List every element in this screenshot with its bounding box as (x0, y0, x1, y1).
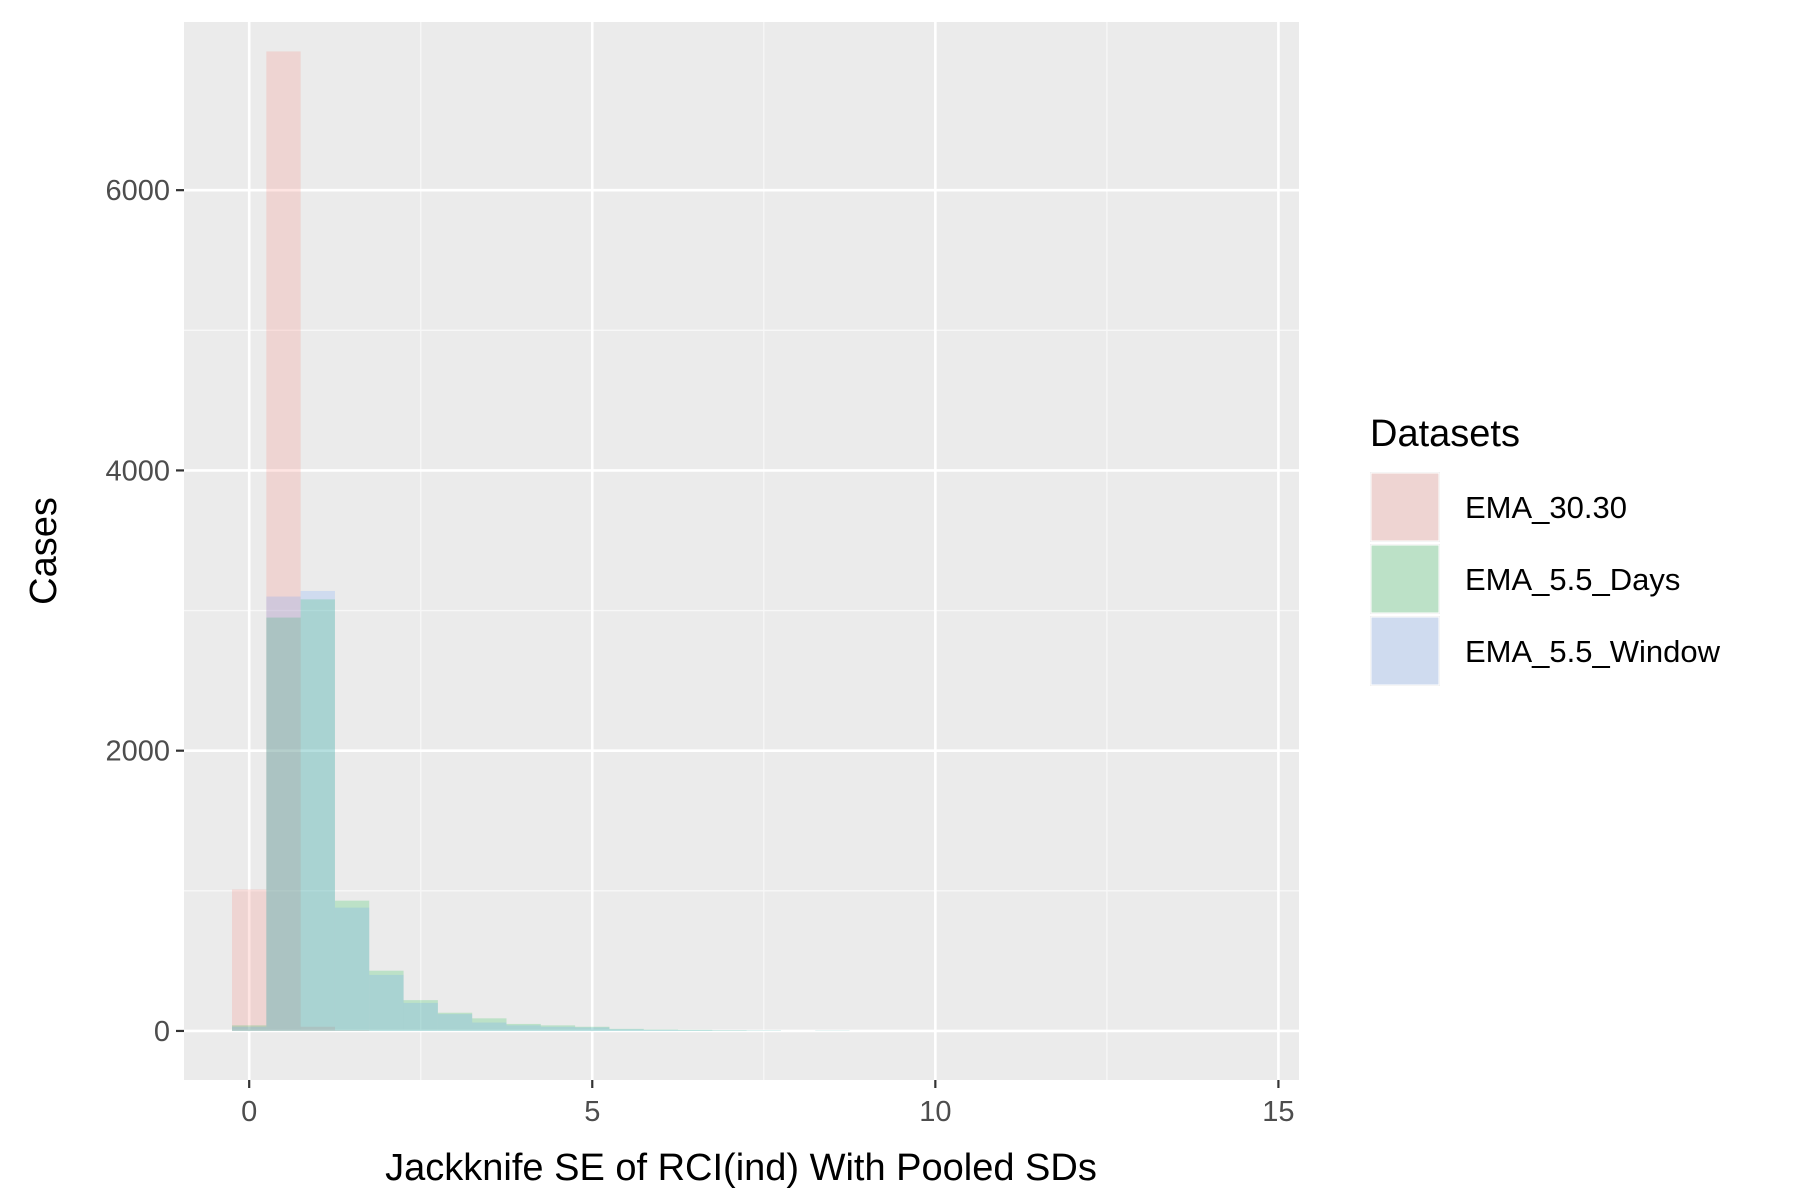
histogram-bar (403, 1000, 438, 1031)
histogram-bar (575, 1027, 610, 1031)
histogram-bar (369, 970, 404, 1031)
x-axis-title: Jackknife SE of RCI(ind) With Pooled SDs (385, 1147, 1097, 1189)
histogram-bar (266, 596, 301, 1031)
major-gridlines (184, 22, 1299, 1080)
histogram-bar (232, 889, 267, 1031)
histogram-bar (540, 1025, 576, 1031)
legend-key-background (1370, 616, 1440, 686)
histogram-bar (575, 1026, 610, 1031)
y-tick-label: 0 (154, 1016, 170, 1048)
histogram-bar (334, 907, 370, 1031)
histogram-bar (300, 599, 335, 1031)
histogram-bar (678, 1029, 713, 1031)
histogram-bar (609, 1029, 644, 1031)
histogram-bar (472, 1018, 507, 1031)
histogram-bar (300, 1026, 335, 1031)
minor-gridlines (184, 22, 1299, 1080)
x-tick-label: 10 (919, 1096, 951, 1128)
histogram-bars (232, 51, 850, 1031)
legend-key-background (1370, 544, 1440, 614)
histogram-bar (266, 617, 301, 1031)
histogram-bar (712, 1030, 747, 1031)
legend-key-swatch (1370, 472, 1440, 542)
x-tick-label: 5 (584, 1096, 600, 1128)
x-tick-label: 15 (1262, 1096, 1294, 1128)
legend-title: Datasets (1370, 413, 1520, 455)
y-tick-label: 2000 (105, 736, 170, 768)
histogram-bar (678, 1030, 713, 1031)
legend-label: EMA_5.5_Window (1465, 634, 1721, 669)
y-tick-label: 6000 (105, 175, 170, 207)
x-tick-label: 0 (241, 1096, 257, 1128)
histogram-bar (266, 51, 301, 1031)
histogram-bar (643, 1029, 679, 1031)
histogram-bar (506, 1025, 541, 1031)
histogram-bar (506, 1023, 541, 1031)
legend: Datasets EMA_30.30 EMA_5.5_Days EMA_5.5_Wi… (1370, 413, 1721, 686)
histogram-bar (403, 1002, 438, 1031)
histogram-bar (369, 974, 404, 1031)
histogram-bar (540, 1026, 576, 1031)
y-axis-title: Cases (23, 497, 65, 605)
histogram-bar (232, 1025, 267, 1031)
legend-key-background (1370, 472, 1440, 542)
axes: 0 5 10 15 0 2000 4000 6000 (105, 175, 1294, 1128)
legend-label: EMA_30.30 (1465, 490, 1627, 525)
histogram-bar (643, 1029, 679, 1031)
histogram-bar (300, 590, 335, 1031)
y-tick-label: 4000 (105, 455, 170, 487)
legend-key-swatch (1370, 616, 1440, 686)
legend-label: EMA_5.5_Days (1465, 562, 1680, 597)
legend-key-swatch (1370, 544, 1440, 614)
histogram-bar (334, 900, 370, 1031)
histogram-bar (232, 1026, 267, 1031)
series-ema-5-5-window (232, 590, 850, 1031)
histogram-bar (472, 1022, 507, 1031)
series-ema-5-5-days (232, 599, 850, 1031)
histogram-bar (334, 1030, 370, 1031)
histogram-bar (437, 1014, 473, 1031)
histogram-bar (712, 1030, 747, 1031)
histogram-bar (609, 1028, 644, 1031)
plot-panel (184, 22, 1299, 1080)
series-ema-30-30 (232, 51, 370, 1031)
histogram-bar (437, 1012, 473, 1031)
